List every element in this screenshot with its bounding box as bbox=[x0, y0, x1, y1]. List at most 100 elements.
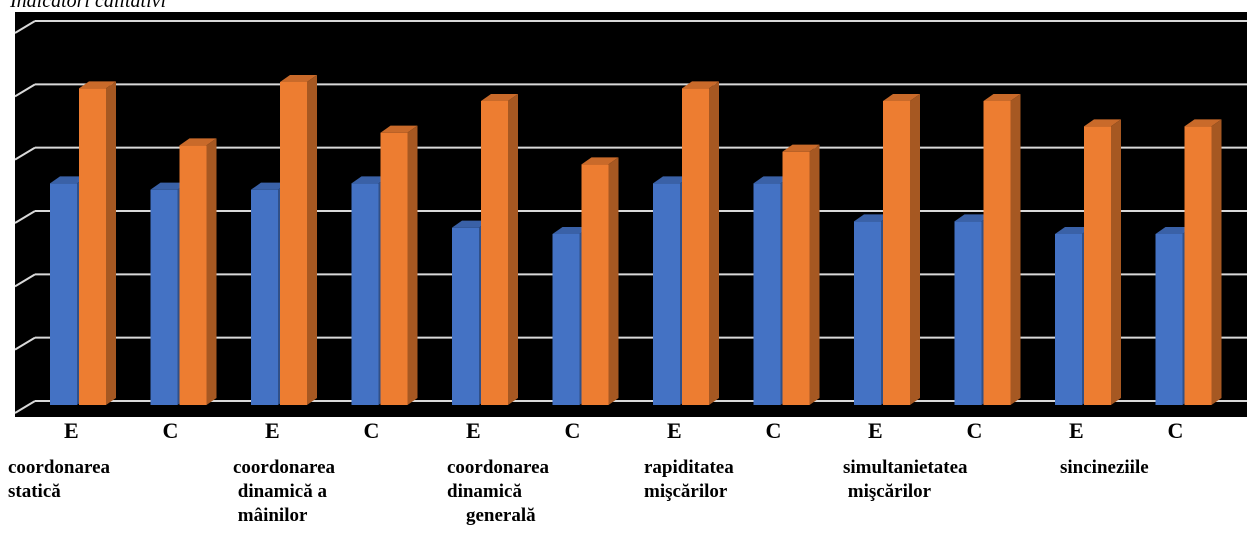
x-tick-label: E bbox=[466, 418, 481, 443]
bar-series2-3-top bbox=[380, 125, 418, 133]
bar-series2-10-side bbox=[1111, 119, 1121, 405]
bar-series2-5-face bbox=[581, 164, 609, 405]
bar-series2-6 bbox=[682, 81, 719, 405]
bar-series1-8-face bbox=[854, 221, 881, 405]
group-label: coordonarea dinamică generală bbox=[447, 457, 550, 526]
bars bbox=[50, 75, 1222, 406]
gridline-edge bbox=[14, 20, 36, 34]
bar-series1-5-face bbox=[552, 234, 580, 405]
x-tick-label: E bbox=[64, 418, 79, 443]
bar-series2-5 bbox=[581, 157, 619, 405]
bar-series1-4-top bbox=[452, 220, 489, 228]
bar-series2-2-face bbox=[280, 82, 307, 405]
group-label: rapiditatea mişcărilor bbox=[644, 457, 734, 502]
bar-series2-3-face bbox=[380, 132, 408, 405]
bar-series1-3-face bbox=[351, 183, 379, 405]
bar-series2-9-side bbox=[1010, 94, 1021, 405]
x-tick-label: C bbox=[162, 418, 179, 443]
bar-series2-11-top bbox=[1184, 119, 1222, 127]
plot-background bbox=[15, 12, 1247, 417]
bar-series2-4 bbox=[481, 94, 518, 405]
bar-series2-3-side bbox=[407, 125, 418, 406]
group-label: simultanietatea mişcărilor bbox=[843, 457, 968, 502]
bar-series2-7-top bbox=[782, 144, 820, 152]
gridline-edge bbox=[14, 83, 36, 98]
bar-series1-0-face bbox=[50, 183, 77, 405]
bar-series2-4-top bbox=[481, 94, 518, 101]
x-tick-label: E bbox=[868, 418, 883, 443]
bar-series2-11-face bbox=[1184, 126, 1212, 405]
bar-series2-7-side bbox=[809, 144, 820, 405]
bar-series1-3-top bbox=[351, 176, 389, 184]
gridlines bbox=[14, 20, 1247, 414]
bar-series2-2-side bbox=[307, 75, 317, 405]
gridline-edge bbox=[14, 273, 36, 288]
bar-series1-11-face bbox=[1155, 234, 1183, 405]
bar-series1-7-face bbox=[753, 183, 781, 405]
bar-series1-4-face bbox=[452, 227, 479, 405]
gridline-edge bbox=[14, 210, 36, 224]
x-tick-label: C bbox=[765, 418, 782, 443]
group-label: coordonarea dinamică a mâinilor bbox=[233, 457, 336, 526]
bar-series2-8 bbox=[883, 94, 920, 405]
bar-series2-0-side bbox=[106, 81, 116, 405]
gridline-edge bbox=[14, 400, 36, 414]
bar-series2-10 bbox=[1084, 119, 1121, 405]
bar-series2-8-top bbox=[883, 94, 920, 101]
x-tick-label: C bbox=[966, 418, 983, 443]
bar-series2-4-side bbox=[508, 94, 518, 405]
bar-series1-7-top bbox=[753, 176, 791, 184]
gridline-edge bbox=[14, 146, 36, 161]
x-tick-label: C bbox=[1167, 418, 1184, 443]
bar-series2-9 bbox=[983, 94, 1021, 405]
bar-series2-0-face bbox=[79, 88, 106, 405]
bar-series1-10-face bbox=[1055, 234, 1082, 405]
bar-series2-3 bbox=[380, 125, 418, 406]
bar-series2-1-side bbox=[206, 138, 217, 406]
bar-series2-11-side bbox=[1211, 119, 1222, 405]
bar-series2-8-face bbox=[883, 101, 910, 405]
bar-series2-6-face bbox=[682, 88, 709, 405]
bar-series1-0-top bbox=[50, 176, 87, 184]
bar-series2-1-top bbox=[179, 138, 217, 146]
bar-series1-9-face bbox=[954, 221, 982, 405]
x-tick-label: C bbox=[564, 418, 581, 443]
bar-series1-2-face bbox=[251, 189, 278, 405]
bar-series2-6-top bbox=[682, 81, 719, 89]
bar-series2-7 bbox=[782, 144, 820, 405]
bar-series2-4-face bbox=[481, 101, 508, 405]
x-tick-label: E bbox=[1069, 418, 1084, 443]
bar-series2-5-side bbox=[608, 157, 619, 405]
x-tick-label: E bbox=[667, 418, 682, 443]
bar-series1-6-face bbox=[653, 183, 680, 405]
bar-series2-5-top bbox=[581, 157, 619, 165]
bar-series2-10-face bbox=[1084, 126, 1111, 405]
bar-series2-1-face bbox=[179, 145, 207, 406]
bar-series2-2-top bbox=[280, 75, 317, 82]
bar-series1-5-top bbox=[552, 227, 590, 234]
chart-title: Indicatori calitativi bbox=[10, 0, 167, 12]
bar-series1-6-top bbox=[653, 176, 690, 184]
bar-series2-1 bbox=[179, 138, 217, 406]
bar-series1-1-face bbox=[150, 189, 178, 405]
bar-series2-9-top bbox=[983, 94, 1021, 101]
bar-series1-8-top bbox=[854, 214, 891, 222]
x-tick-label: C bbox=[363, 418, 380, 443]
bar-series2-7-face bbox=[782, 151, 810, 405]
bar-series2-0-top bbox=[79, 81, 116, 89]
bar-series1-9-top bbox=[954, 214, 992, 222]
bar-series2-6-side bbox=[709, 81, 719, 405]
bar-series2-0 bbox=[79, 81, 116, 405]
bar-series1-1-top bbox=[150, 182, 188, 190]
gridline-edge bbox=[14, 336, 36, 351]
group-label: coordonarea statică bbox=[8, 457, 111, 502]
group-label: sincineziile bbox=[1060, 457, 1149, 478]
bar-series2-9-face bbox=[983, 101, 1011, 405]
bar-series1-2-top bbox=[251, 182, 288, 190]
bar-series2-11 bbox=[1184, 119, 1222, 405]
bar-series2-8-side bbox=[910, 94, 920, 405]
bar-series1-10-top bbox=[1055, 227, 1092, 234]
bar-series2-10-top bbox=[1084, 119, 1121, 127]
x-tick-label: E bbox=[265, 418, 280, 443]
